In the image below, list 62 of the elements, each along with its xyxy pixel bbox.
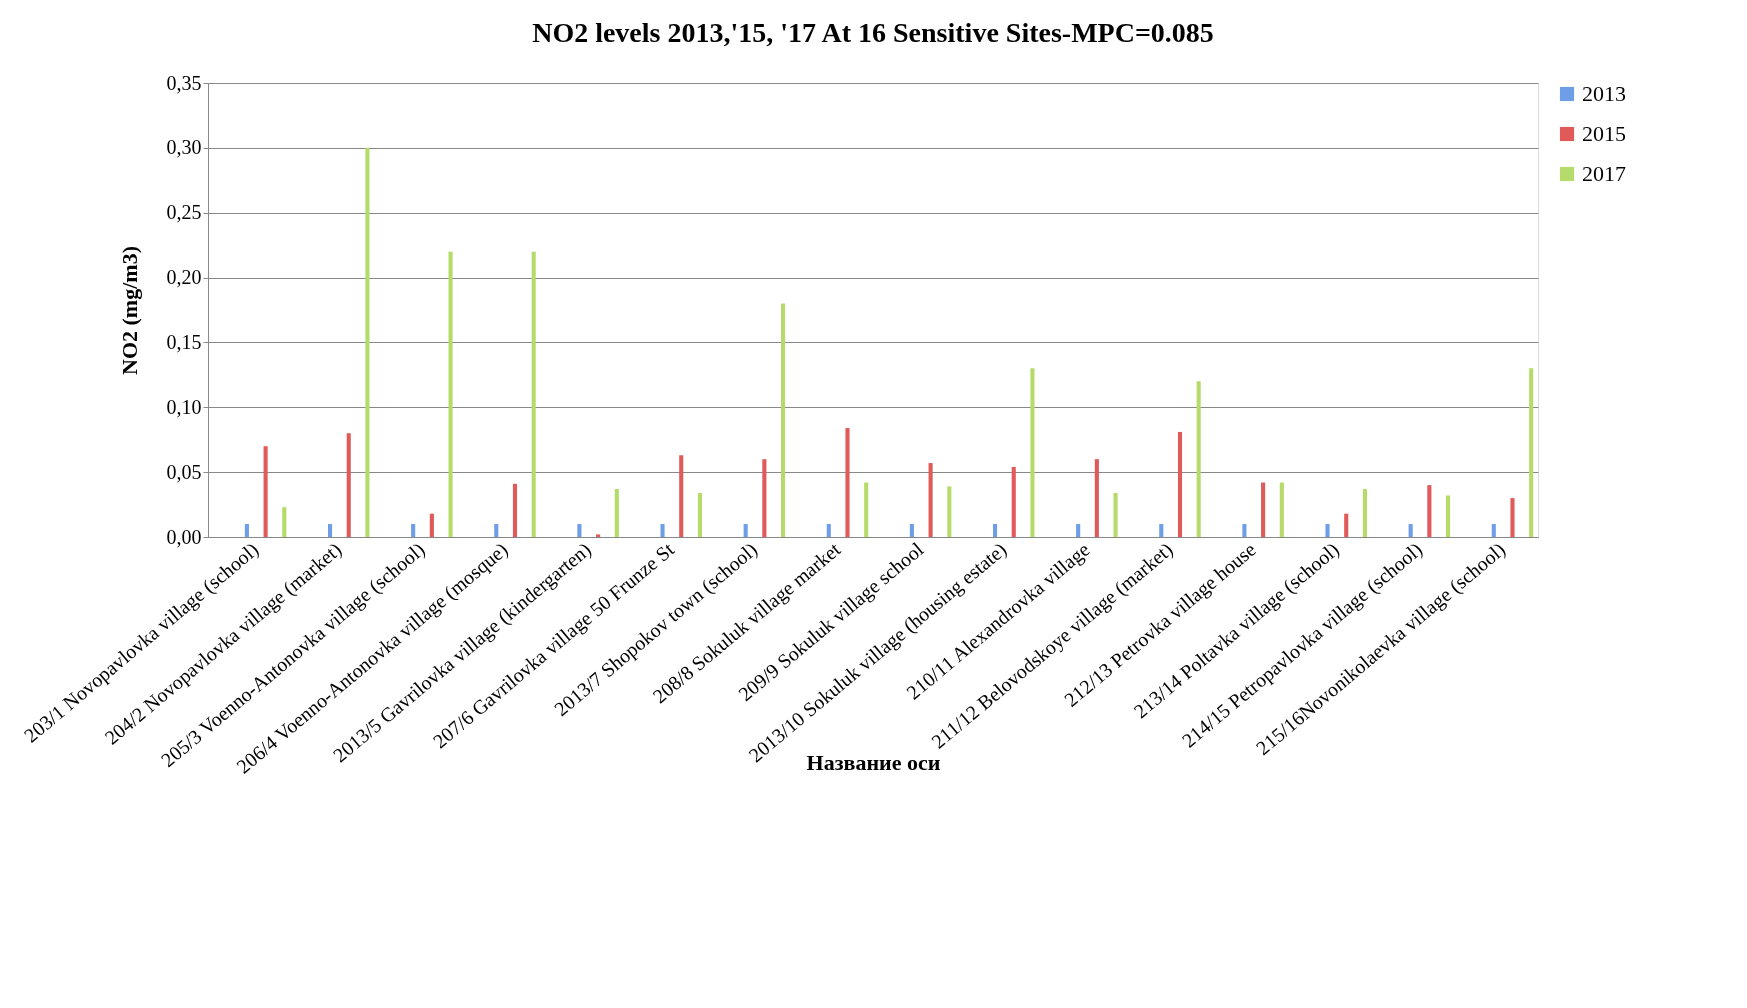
bar: [365, 147, 370, 537]
bar: [1491, 524, 1496, 537]
y-axis-title: NO2 (mg/m3): [116, 246, 142, 375]
y-tick-label: 0,05: [166, 460, 202, 483]
y-tick-label: 0,20: [166, 266, 202, 289]
bar: [1242, 524, 1247, 537]
y-tick-label: 0,35: [166, 71, 202, 94]
bar: [577, 524, 582, 537]
bar: [1030, 368, 1035, 537]
x-axis-title: Название оси: [806, 749, 941, 775]
bar: [1427, 485, 1432, 537]
bar: [679, 455, 684, 537]
legend-label: 2013: [1582, 81, 1626, 106]
bar: [845, 428, 850, 537]
bar: [494, 524, 499, 537]
bar: [1510, 498, 1515, 537]
bar: [1325, 524, 1330, 537]
bar: [992, 524, 998, 537]
bar: [947, 486, 952, 537]
bar: [743, 524, 748, 537]
bar: [1362, 489, 1367, 537]
legend-label: 2015: [1582, 121, 1626, 146]
bar: [429, 513, 434, 537]
bar: [1446, 495, 1451, 537]
y-tick-label: 0,30: [166, 136, 202, 159]
bar: [614, 489, 619, 537]
bar: [282, 507, 287, 537]
bar: [346, 433, 351, 537]
legend-label: 2017: [1582, 161, 1626, 186]
bar: [864, 482, 869, 537]
bar: [1011, 466, 1016, 537]
bar: [1177, 431, 1183, 537]
bar: [327, 524, 333, 537]
bar: [826, 524, 831, 537]
bar: [1113, 492, 1118, 537]
bar: [1076, 524, 1081, 537]
bar: [697, 492, 702, 537]
bar: [928, 463, 933, 537]
bar: [909, 524, 914, 537]
bar: [411, 524, 416, 537]
y-tick-label: 0,10: [166, 395, 202, 418]
bar: [531, 251, 536, 537]
y-tick-label: 0,15: [166, 330, 202, 353]
bar: [1408, 524, 1413, 537]
bar: [244, 524, 249, 537]
bar: [1196, 381, 1201, 537]
bar: [1261, 482, 1266, 537]
bar: [1529, 368, 1534, 537]
bar: [1159, 524, 1164, 537]
bar: [512, 483, 518, 537]
bar: [263, 446, 268, 537]
bar: [596, 534, 601, 537]
bar: [1094, 459, 1099, 537]
y-tick-label: 0,25: [166, 201, 202, 224]
bar: [1344, 513, 1349, 537]
chart-title: NO2 levels 2013,'15, '17 At 16 Sensitive Sites-MPC=0.085: [532, 17, 1214, 48]
bar: [762, 459, 767, 537]
bar: [448, 251, 453, 537]
bar: [1279, 482, 1284, 537]
y-tick-label: 0,00: [166, 525, 202, 548]
bar: [660, 524, 665, 537]
bar: [781, 303, 786, 537]
